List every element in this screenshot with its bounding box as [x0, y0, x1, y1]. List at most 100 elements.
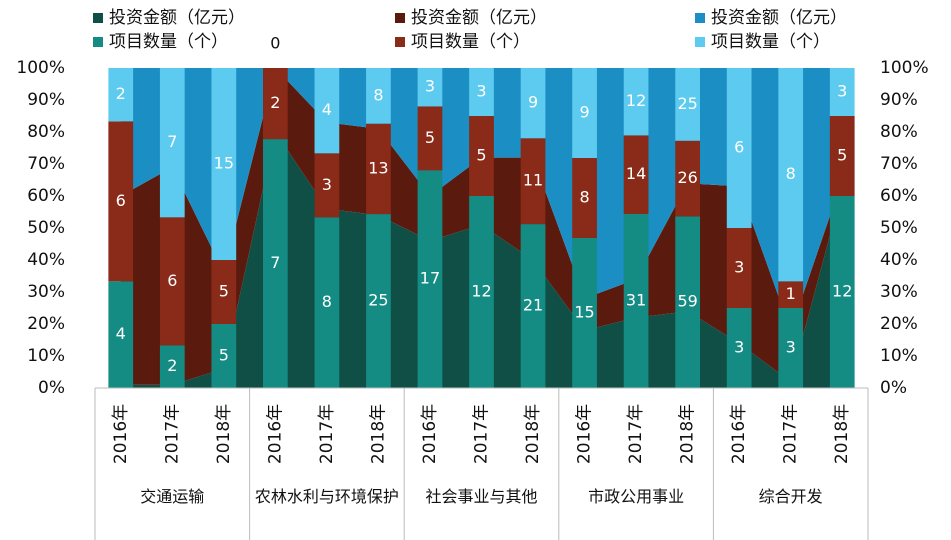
- bar: [829, 116, 855, 196]
- y2-tick-label: 30%: [880, 282, 918, 302]
- data-label: 2: [270, 93, 280, 112]
- bar: [417, 170, 443, 388]
- data-label: 0: [270, 34, 280, 53]
- data-label: 4: [322, 100, 332, 119]
- bar: [314, 68, 340, 154]
- data-label: 6: [734, 138, 744, 157]
- y2-tick-label: 60%: [880, 186, 918, 206]
- bar: [778, 281, 804, 308]
- data-label: 21: [523, 296, 543, 315]
- data-label: 3: [734, 258, 744, 277]
- y2-tick-label: 90%: [880, 90, 918, 110]
- bar: [726, 228, 752, 308]
- bar: [366, 68, 391, 124]
- bar: [262, 139, 288, 388]
- bar: [623, 68, 649, 136]
- bar: [159, 345, 185, 388]
- x-tick-label: 2017年: [781, 404, 801, 464]
- data-label: 13: [368, 158, 388, 177]
- x-tick-label: 2016年: [265, 404, 285, 464]
- group-label: 社会事业与其他: [425, 487, 538, 506]
- data-label: 8: [373, 85, 383, 104]
- group-label-box: 社会事业与其他: [425, 487, 538, 506]
- legend-swatch: [395, 13, 405, 23]
- data-label: 3: [786, 338, 796, 357]
- data-label: 5: [425, 128, 435, 147]
- bar: [572, 68, 597, 158]
- bar: [675, 216, 701, 388]
- group-label: 综合开发: [758, 487, 823, 506]
- area: [120, 68, 843, 385]
- data-label: 8: [579, 188, 589, 207]
- bar: [314, 153, 340, 218]
- legend-label: 项目数量（个）: [711, 32, 830, 52]
- legend-label: 投资金额（亿元）: [411, 8, 547, 28]
- bar: [417, 106, 443, 171]
- y2-tick-label: 100%: [880, 58, 929, 78]
- x-tick-label: 2017年: [317, 404, 337, 464]
- data-label: 7: [270, 253, 280, 272]
- data-label: 5: [837, 146, 847, 165]
- y-tick-label: 10%: [27, 346, 65, 366]
- data-label: 5: [219, 346, 229, 365]
- data-label: 2: [167, 356, 177, 375]
- legend-label: 项目数量（个）: [411, 32, 530, 52]
- group-label-box: 市政公用事业: [588, 487, 684, 506]
- bar: [778, 68, 804, 282]
- data-label: 8: [322, 292, 332, 311]
- y-tick-label: 0%: [38, 378, 65, 398]
- data-label: 12: [832, 282, 852, 301]
- x-tick-label: 2018年: [368, 404, 388, 464]
- data-label: 9: [528, 93, 538, 112]
- bar: [159, 217, 185, 346]
- data-label: 31: [626, 290, 646, 309]
- data-label: 15: [574, 303, 594, 322]
- y2-tick-label: 0%: [880, 378, 907, 398]
- data-label: 6: [167, 271, 177, 290]
- bar: [211, 68, 237, 260]
- data-label: 4: [116, 324, 126, 343]
- data-label: 3: [837, 82, 847, 101]
- bar: [520, 68, 546, 139]
- x-tick-label: 2017年: [162, 404, 182, 464]
- x-tick-label: 2018年: [832, 404, 852, 464]
- bar: [314, 217, 340, 388]
- bar: [572, 158, 597, 238]
- x-tick-label: 2016年: [420, 404, 440, 464]
- bar: [108, 68, 134, 122]
- x-tick-label: 2017年: [472, 404, 492, 464]
- data-label: 3: [476, 82, 486, 101]
- y2-tick-label: 20%: [880, 314, 918, 334]
- bar: [366, 123, 391, 215]
- legend-swatch: [695, 13, 705, 23]
- y-tick-label: 50%: [27, 218, 65, 238]
- x-tick-label: 2016年: [729, 404, 749, 464]
- data-label: 5: [476, 146, 486, 165]
- bar: [829, 196, 855, 388]
- y2-tick-label: 40%: [880, 250, 918, 270]
- bar: [262, 68, 288, 140]
- y-tick-label: 40%: [27, 250, 65, 270]
- x-tick-label: 2016年: [575, 404, 595, 464]
- data-label: 17: [420, 269, 440, 288]
- data-label: 3: [425, 77, 435, 96]
- legend-swatch: [395, 37, 405, 47]
- bar: [108, 121, 134, 282]
- y-tick-label: 20%: [27, 314, 65, 334]
- data-label: 3: [322, 175, 332, 194]
- bar: [675, 140, 701, 217]
- bar: [108, 281, 134, 388]
- data-label: 25: [677, 94, 697, 113]
- group-label-box: 交通运输: [140, 487, 204, 506]
- bar: [469, 196, 494, 388]
- bar: [623, 213, 649, 388]
- bar: [778, 308, 804, 388]
- y2-tick-label: 10%: [880, 346, 918, 366]
- data-label: 8: [786, 164, 796, 183]
- data-label: 7: [167, 132, 177, 151]
- x-tick-label: 2018年: [523, 404, 543, 464]
- legend-swatch: [93, 37, 103, 47]
- y-tick-label: 70%: [27, 154, 65, 174]
- data-label: 12: [626, 91, 646, 110]
